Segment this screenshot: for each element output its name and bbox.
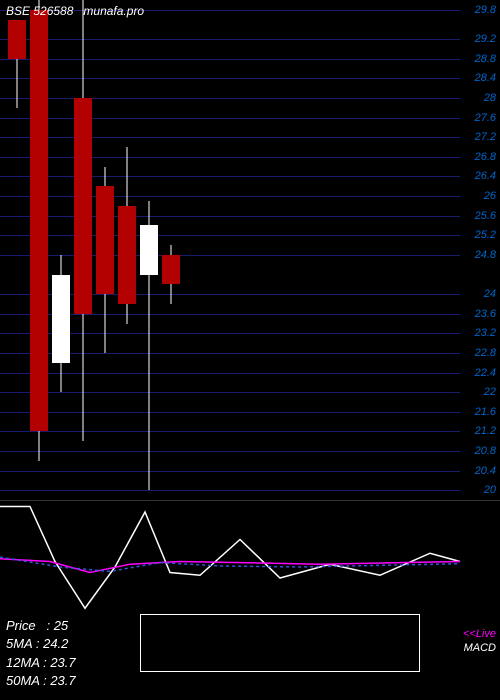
candle <box>162 0 180 500</box>
candle <box>30 0 48 500</box>
candle <box>118 0 136 500</box>
y-tick-label: 25.2 <box>475 229 496 241</box>
y-tick-label: 21.2 <box>475 425 496 437</box>
y-tick-label: 20.4 <box>475 465 496 477</box>
y-tick-label: 28.4 <box>475 72 496 84</box>
info-5ma-row: 5MA : 24.2 <box>6 635 76 653</box>
y-tick-label: 20 <box>484 484 496 496</box>
ticker-label: BSE 526588 <box>6 4 73 18</box>
y-tick-label: 24 <box>484 288 496 300</box>
y-tick-label: 22.4 <box>475 367 496 379</box>
price-chart-panel <box>0 0 460 500</box>
y-tick-label: 28.8 <box>475 53 496 65</box>
chart-header: BSE 526588 munafa.pro <box>6 4 144 18</box>
info-box: Price : 25 5MA : 24.2 12MA : 23.7 50MA :… <box>6 617 76 690</box>
candle-body <box>118 206 136 304</box>
y-tick-label: 23.2 <box>475 327 496 339</box>
y-tick-label: 22 <box>484 386 496 398</box>
y-tick-label: 26 <box>484 190 496 202</box>
candle-body <box>74 98 92 314</box>
watermark-label: munafa.pro <box>83 4 144 18</box>
y-tick-label: 20.8 <box>475 445 496 457</box>
info-5ma-value: 24.2 <box>43 636 68 651</box>
info-price-label: Price <box>6 618 36 633</box>
candle-body <box>8 20 26 59</box>
info-50ma-label: 50MA <box>6 673 39 688</box>
y-tick-label: 26.8 <box>475 151 496 163</box>
candle-body <box>162 255 180 284</box>
y-tick-label: 27.6 <box>475 112 496 124</box>
chart-root: BSE 526588 munafa.pro 29.8 29.2 28.8 28.4 28… <box>0 0 500 700</box>
y-tick-label: 29.8 <box>475 4 496 16</box>
info-price-row: Price : 25 <box>6 617 76 635</box>
y-tick-label: 29.2 <box>475 33 496 45</box>
y-tick-label: 25.6 <box>475 210 496 222</box>
candle <box>140 0 158 500</box>
candle-body <box>30 10 48 432</box>
live-annotation: <<Live <box>463 628 496 640</box>
y-tick-label: 22.8 <box>475 347 496 359</box>
candle-body <box>140 225 158 274</box>
y-tick-label: 21.6 <box>475 406 496 418</box>
info-price-value: 25 <box>54 618 68 633</box>
indicator-line-signal <box>0 507 460 609</box>
y-axis: 29.8 29.2 28.8 28.4 28 27.6 27.2 26.8 26.4 26 25.6… <box>460 0 500 500</box>
candle <box>96 0 114 500</box>
info-12ma-label: 12MA <box>6 655 39 670</box>
indicator-svg <box>0 501 500 611</box>
candle <box>74 0 92 500</box>
candle-body <box>52 275 70 363</box>
info-50ma-row: 50MA : 23.7 <box>6 672 76 690</box>
candle-body <box>96 186 114 294</box>
info-5ma-label: 5MA <box>6 636 32 651</box>
info-12ma-value: 23.7 <box>50 655 75 670</box>
y-tick-label: 27.2 <box>475 131 496 143</box>
info-12ma-row: 12MA : 23.7 <box>6 654 76 672</box>
y-tick-label: 23.6 <box>475 308 496 320</box>
candle <box>52 0 70 500</box>
candle <box>8 0 26 500</box>
summary-box <box>140 614 420 672</box>
indicator-panel <box>0 500 500 610</box>
y-tick-label: 26.4 <box>475 170 496 182</box>
y-tick-label: 28 <box>484 92 496 104</box>
info-50ma-value: 23.7 <box>50 673 75 688</box>
indicator-line-ma <box>0 557 460 571</box>
macd-annotation: MACD <box>464 642 496 654</box>
y-tick-label: 24.8 <box>475 249 496 261</box>
